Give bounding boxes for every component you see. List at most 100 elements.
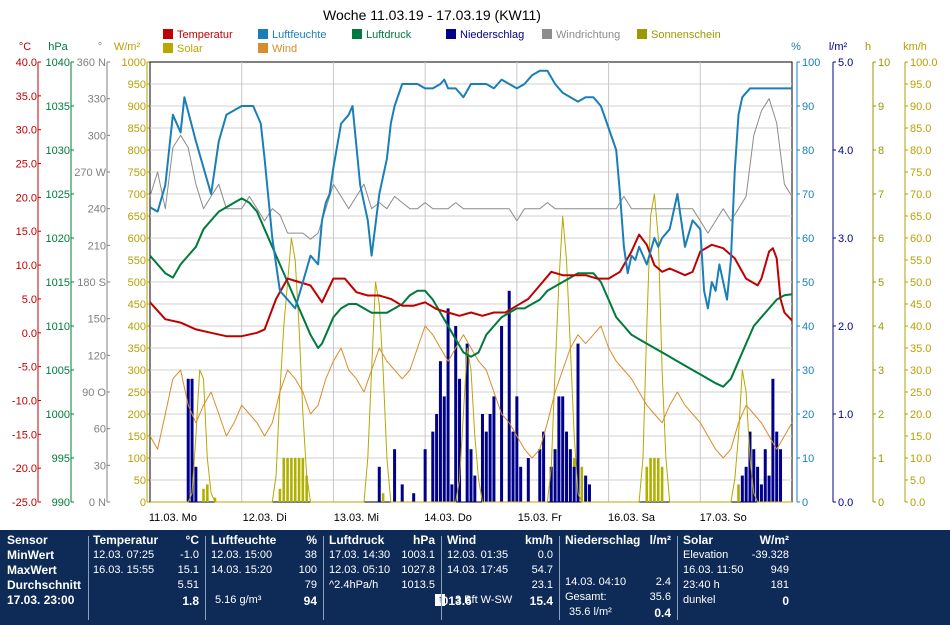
right-axis-tick-3-2: 90.0: [910, 101, 931, 113]
right-axis-tick-3-6: 70.0: [910, 189, 931, 201]
legend-swatch-6: [163, 43, 173, 53]
niederschlag-bar-46: [759, 484, 763, 502]
right-axis-tick-3-12: 40.0: [910, 321, 931, 333]
series-line-solar: [150, 193, 792, 503]
right-axis-tick-0-3: 70: [802, 189, 814, 201]
right-axis-tick-0-6: 40: [802, 321, 814, 333]
left-axis-tick-0-3: 25.0: [16, 159, 37, 171]
right-axis-tick-3-8: 60.0: [910, 233, 931, 245]
niederschlag-bar-40: [587, 484, 591, 502]
niederschlag-bar-28: [526, 458, 530, 502]
niederschlag-bar-45: [756, 466, 760, 502]
niederschlag-bar-36: [568, 449, 572, 502]
niederschlag-bar-2: [194, 466, 198, 502]
niederschlag-bar-5: [400, 484, 404, 502]
temperatur-avg-val: 5.51: [177, 579, 199, 591]
left-axis-tick-3-18: 100: [128, 453, 146, 465]
niederschlag-total-val: 35.6: [649, 591, 671, 603]
right-axis-tick-1-5: 0.0: [838, 497, 853, 509]
right-axis-tick-2-10: 0: [878, 497, 884, 509]
chart-legend: Temperatur Luftfeuchte Luftdruck Niederschl…: [163, 29, 721, 55]
series-line-wind: [149, 325, 793, 459]
luftfeuchte-header: Luftfeuchte: [211, 533, 277, 547]
x-label-4: 15.03. Fr: [518, 512, 562, 524]
luftfeuchte-column: Luftfeuchte% 12.03. 15:00 38 14.03. 15:20…: [211, 533, 319, 623]
left-axis-tick-1-3: 1025: [46, 189, 70, 201]
legend-label-4: Windrichtung: [556, 29, 620, 41]
right-axis-tick-1-0: 5.0: [838, 57, 853, 69]
x-label-2: 13.03. Mi: [334, 512, 379, 524]
luftdruck-now-val: 1013.6: [435, 594, 472, 608]
niederschlag-bar-19: [480, 414, 484, 502]
right-axis-tick-3-20: 0.0: [910, 497, 925, 509]
niederschlag-bar-21: [488, 414, 492, 502]
left-axis-tick-1-9: 995: [52, 453, 70, 465]
wind-max-val: 54.7: [531, 564, 553, 576]
niederschlag-bar-17: [469, 449, 473, 502]
left-axis-tick-3-19: 50: [134, 475, 146, 487]
left-axis-tick-0-9: -5.0: [18, 362, 37, 374]
right-axis-tick-3-11: 45.0: [910, 299, 931, 311]
left-axis-tick-2-7: 150: [88, 314, 106, 326]
left-axis-tick-2-6: 180 S: [77, 277, 106, 289]
wind-unit: km/h: [524, 533, 553, 547]
niederschlag-bar-18: [473, 475, 477, 502]
right-axis-tick-3-7: 65.0: [910, 211, 931, 223]
solar-elevation-label: Elevation: [683, 549, 729, 561]
wind-column: Wind km/h 12.03. 01:35 0.0 14.03. 17:45 54.…: [447, 533, 555, 623]
niederschlag-bar-33: [557, 396, 561, 502]
luftdruck-max-time: 12.03. 05:10: [329, 564, 391, 576]
x-label-1: 12.03. Di: [243, 512, 287, 524]
sunshine-bar-8: [297, 458, 301, 502]
left-axis-tick-2-3: 270 W: [74, 167, 106, 179]
wind-min-val: 0.0: [537, 549, 553, 561]
left-axis-tick-3-8: 600: [128, 233, 146, 245]
niederschlag-column: Niederschlag l/m² 14.03. 04:10 2.4 Gesamt:…: [565, 533, 673, 623]
left-axis-tick-1-7: 1005: [46, 365, 70, 377]
luftfeuchte-min-time: 12.03. 15:00: [211, 549, 273, 561]
wind-header: Wind: [447, 533, 477, 547]
left-axis-unit-0: °C: [19, 41, 31, 53]
right-axis-tick-1-1: 4.0: [838, 145, 853, 157]
series-line-windrichtung: [149, 98, 793, 240]
niederschlag-bar-24: [507, 290, 511, 502]
legend-label-6: Solar: [177, 43, 203, 55]
right-axis-tick-3-5: 75.0: [910, 167, 931, 179]
niederschlag-bar-39: [584, 475, 588, 502]
right-axis-tick-2-0: 10: [878, 57, 890, 69]
temperatur-column: Temperatur °C 12.03. 07:25 -1.0 16.03. 15:…: [93, 533, 201, 623]
right-axis-tick-2-6: 4: [878, 321, 884, 333]
niederschlag-week: 35.6 l/m²: [569, 606, 612, 618]
luftdruck-header: Luftdruck: [329, 533, 385, 547]
sunshine-bar-6: [290, 458, 293, 502]
solar-max-val: 949: [770, 564, 789, 576]
luftdruck-min-time: 17.03. 14:30: [329, 549, 391, 561]
left-axis-tick-3-15: 250: [128, 387, 146, 399]
niederschlag-bar-27: [519, 466, 523, 502]
solar-daylight: 23:40 h: [683, 579, 720, 591]
sunshine-bar-0: [202, 488, 205, 502]
legend-label-3: Niederschlag: [460, 29, 524, 41]
niederschlag-bar-7: [423, 449, 427, 502]
niederschlag-bar-4: [393, 449, 397, 502]
niederschlag-bar-11: [442, 396, 446, 502]
niederschlag-bar-44: [752, 449, 756, 502]
wind-now-val: 15.4: [529, 594, 553, 608]
right-axis-unit-1: l/m²: [829, 41, 848, 53]
luftfeuchte-max-val: 100: [298, 564, 317, 576]
sunshine-bar-1: [206, 484, 209, 502]
niederschlag-bar-20: [484, 431, 488, 502]
left-axis-tick-0-1: 35.0: [16, 91, 37, 103]
left-axis-tick-1-2: 1030: [46, 145, 70, 157]
left-axis-tick-0-13: -25.0: [12, 497, 37, 509]
right-axis-tick-3-18: 10.0: [910, 453, 931, 465]
legend-swatch-3: [446, 29, 456, 39]
right-axis-tick-3-10: 50.0: [910, 277, 931, 289]
right-axis-tick-3-14: 30.0: [910, 365, 931, 377]
temperatur-header: Temperatur: [93, 533, 159, 547]
niederschlag-bar-48: [767, 475, 771, 502]
niederschlag-bar-26: [515, 396, 519, 502]
niederschlag-bar-51: [779, 449, 783, 502]
sunshine-bar-4: [282, 458, 286, 502]
right-axis-tick-0-10: 0: [802, 497, 808, 509]
